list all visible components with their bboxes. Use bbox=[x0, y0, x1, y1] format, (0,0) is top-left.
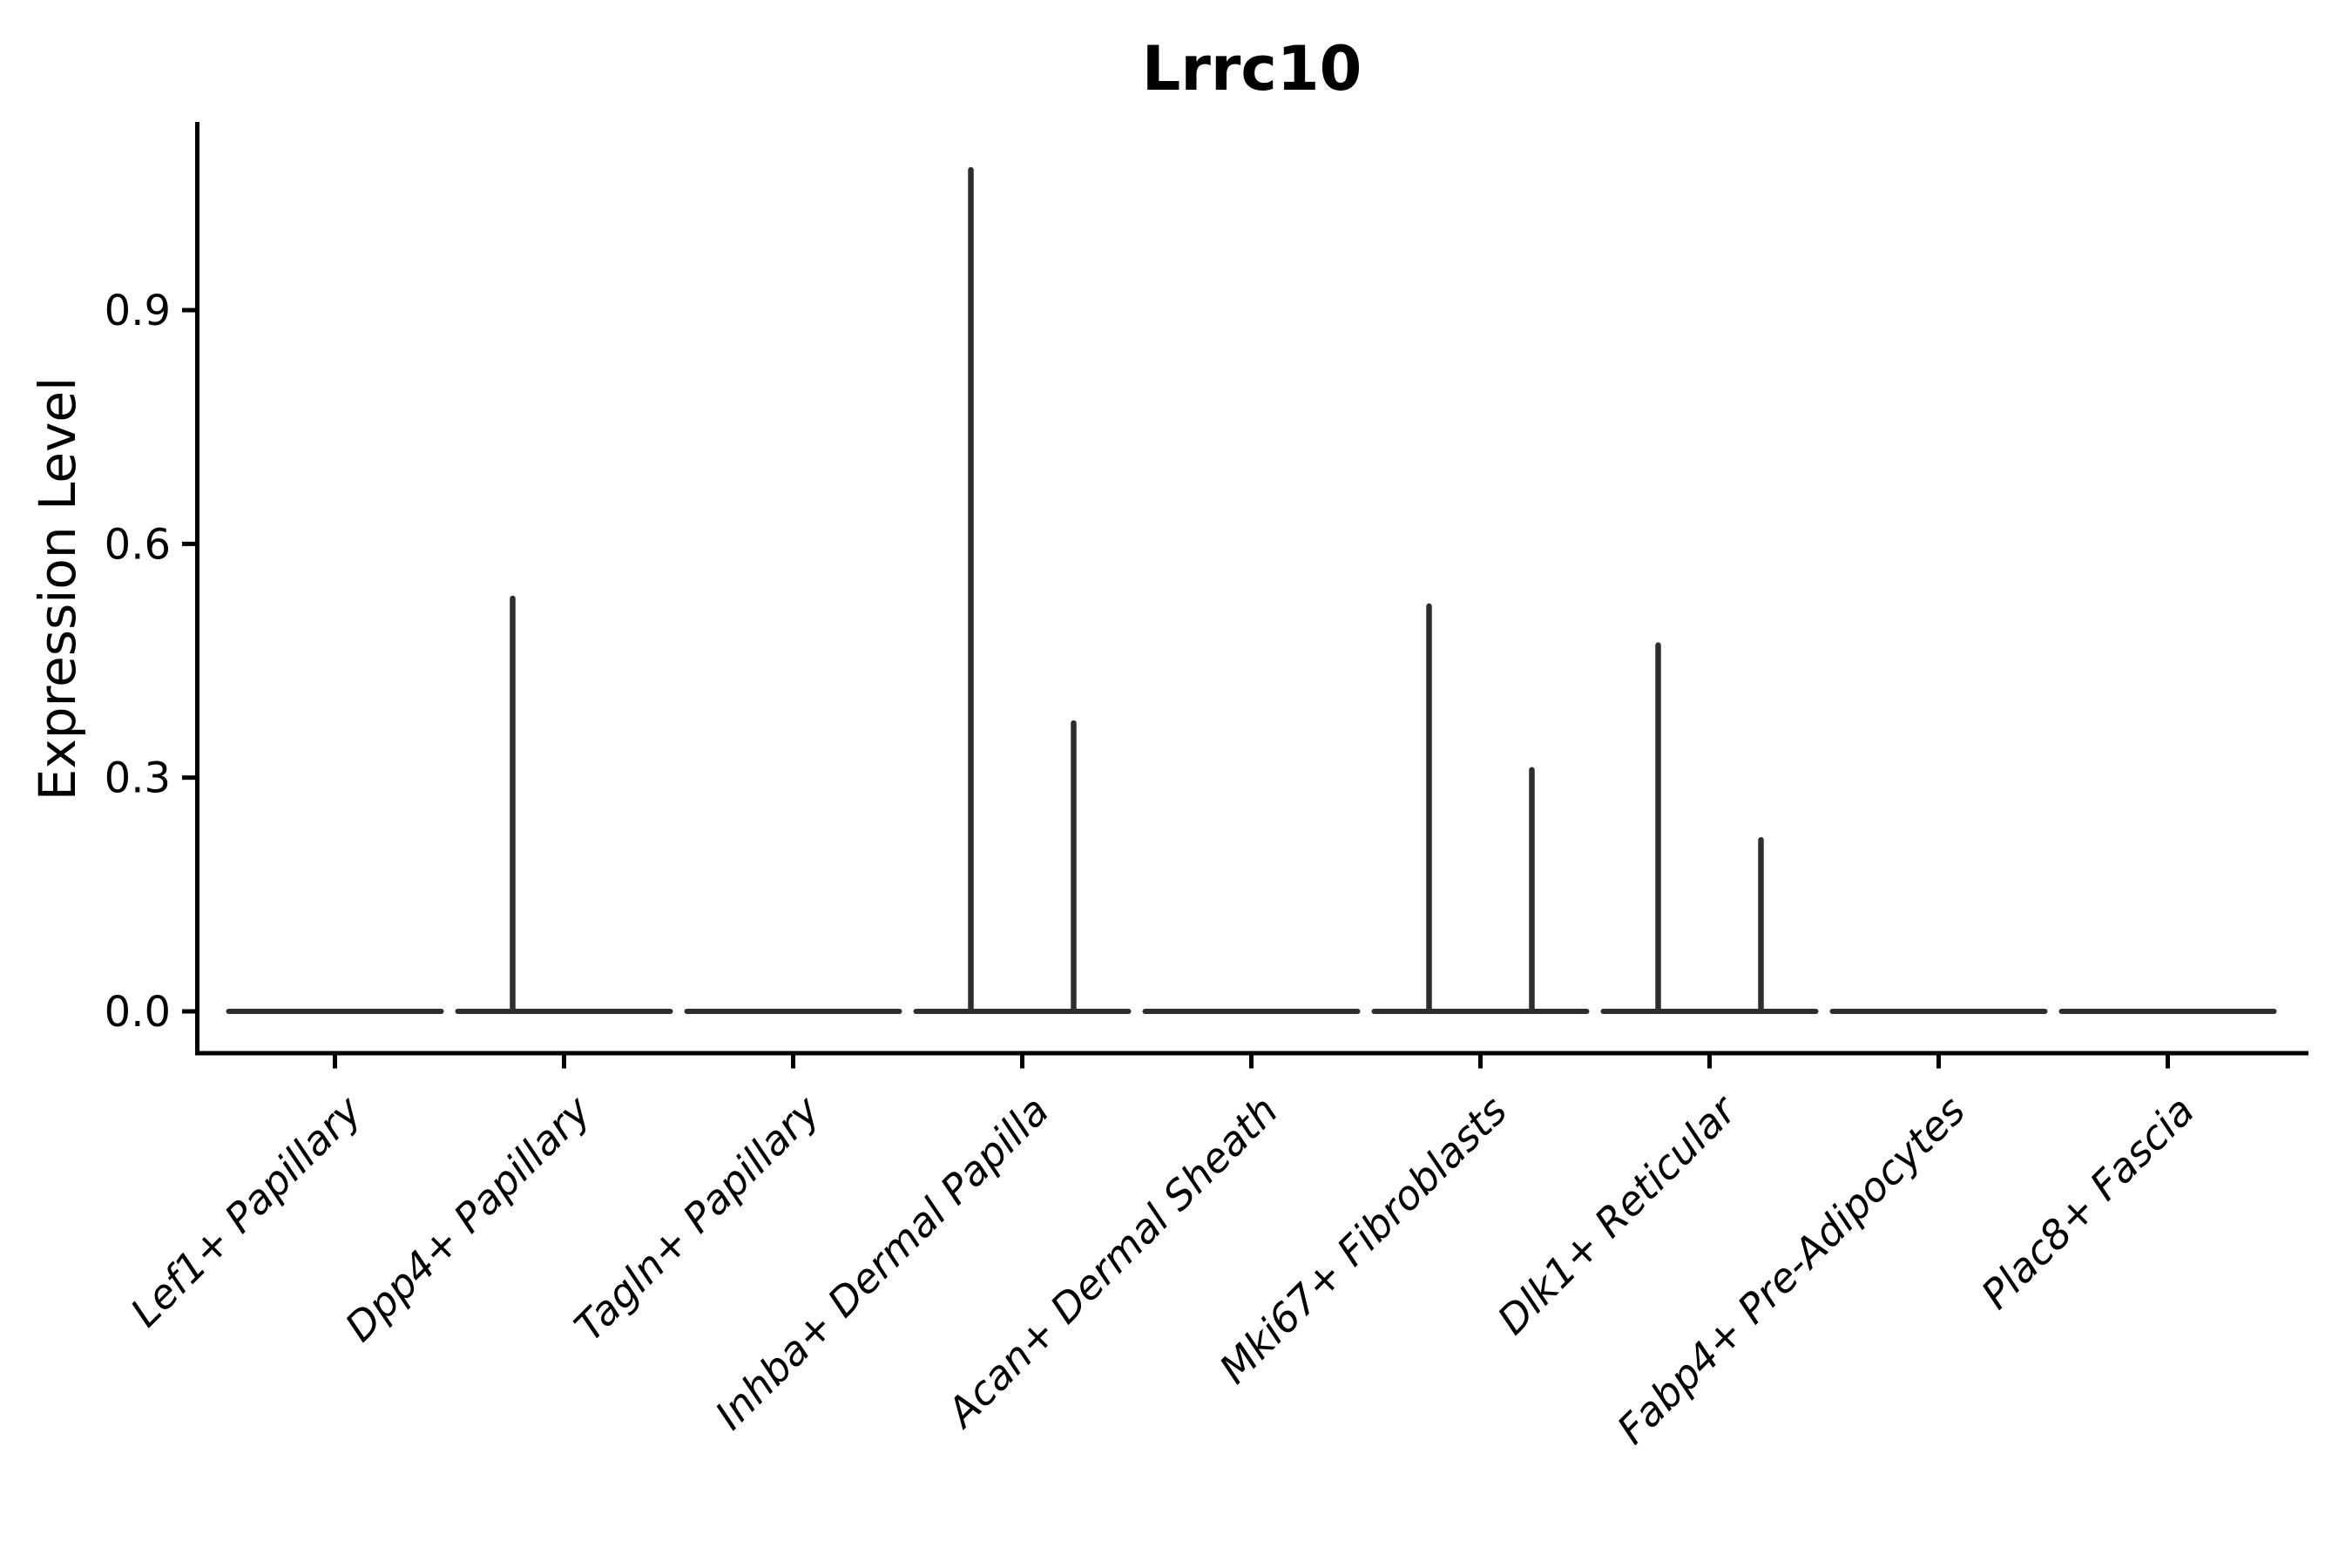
violin-7 bbox=[1600, 642, 1819, 1014]
x-tick-label: Dpp4+ Papillary bbox=[336, 1086, 600, 1350]
x-tick-label: Tagln+ Papillary bbox=[565, 1086, 829, 1350]
x-tick-label: Plac8+ Fascia bbox=[1972, 1087, 2203, 1318]
violin-2 bbox=[455, 595, 673, 1014]
violin-6 bbox=[1371, 603, 1590, 1014]
x-tick-label: Dlk1+ Reticular bbox=[1489, 1085, 1747, 1343]
violin-4 bbox=[913, 166, 1132, 1014]
y-tick-label: 0.3 bbox=[105, 754, 171, 803]
y-tick-label: 0.0 bbox=[105, 988, 171, 1037]
chart-title: Lrrc10 bbox=[1141, 33, 1362, 105]
x-tick-label: Lef1+ Papillary bbox=[121, 1086, 370, 1335]
y-tick-label: 0.6 bbox=[105, 520, 171, 569]
y-tick-label: 0.9 bbox=[105, 287, 171, 335]
